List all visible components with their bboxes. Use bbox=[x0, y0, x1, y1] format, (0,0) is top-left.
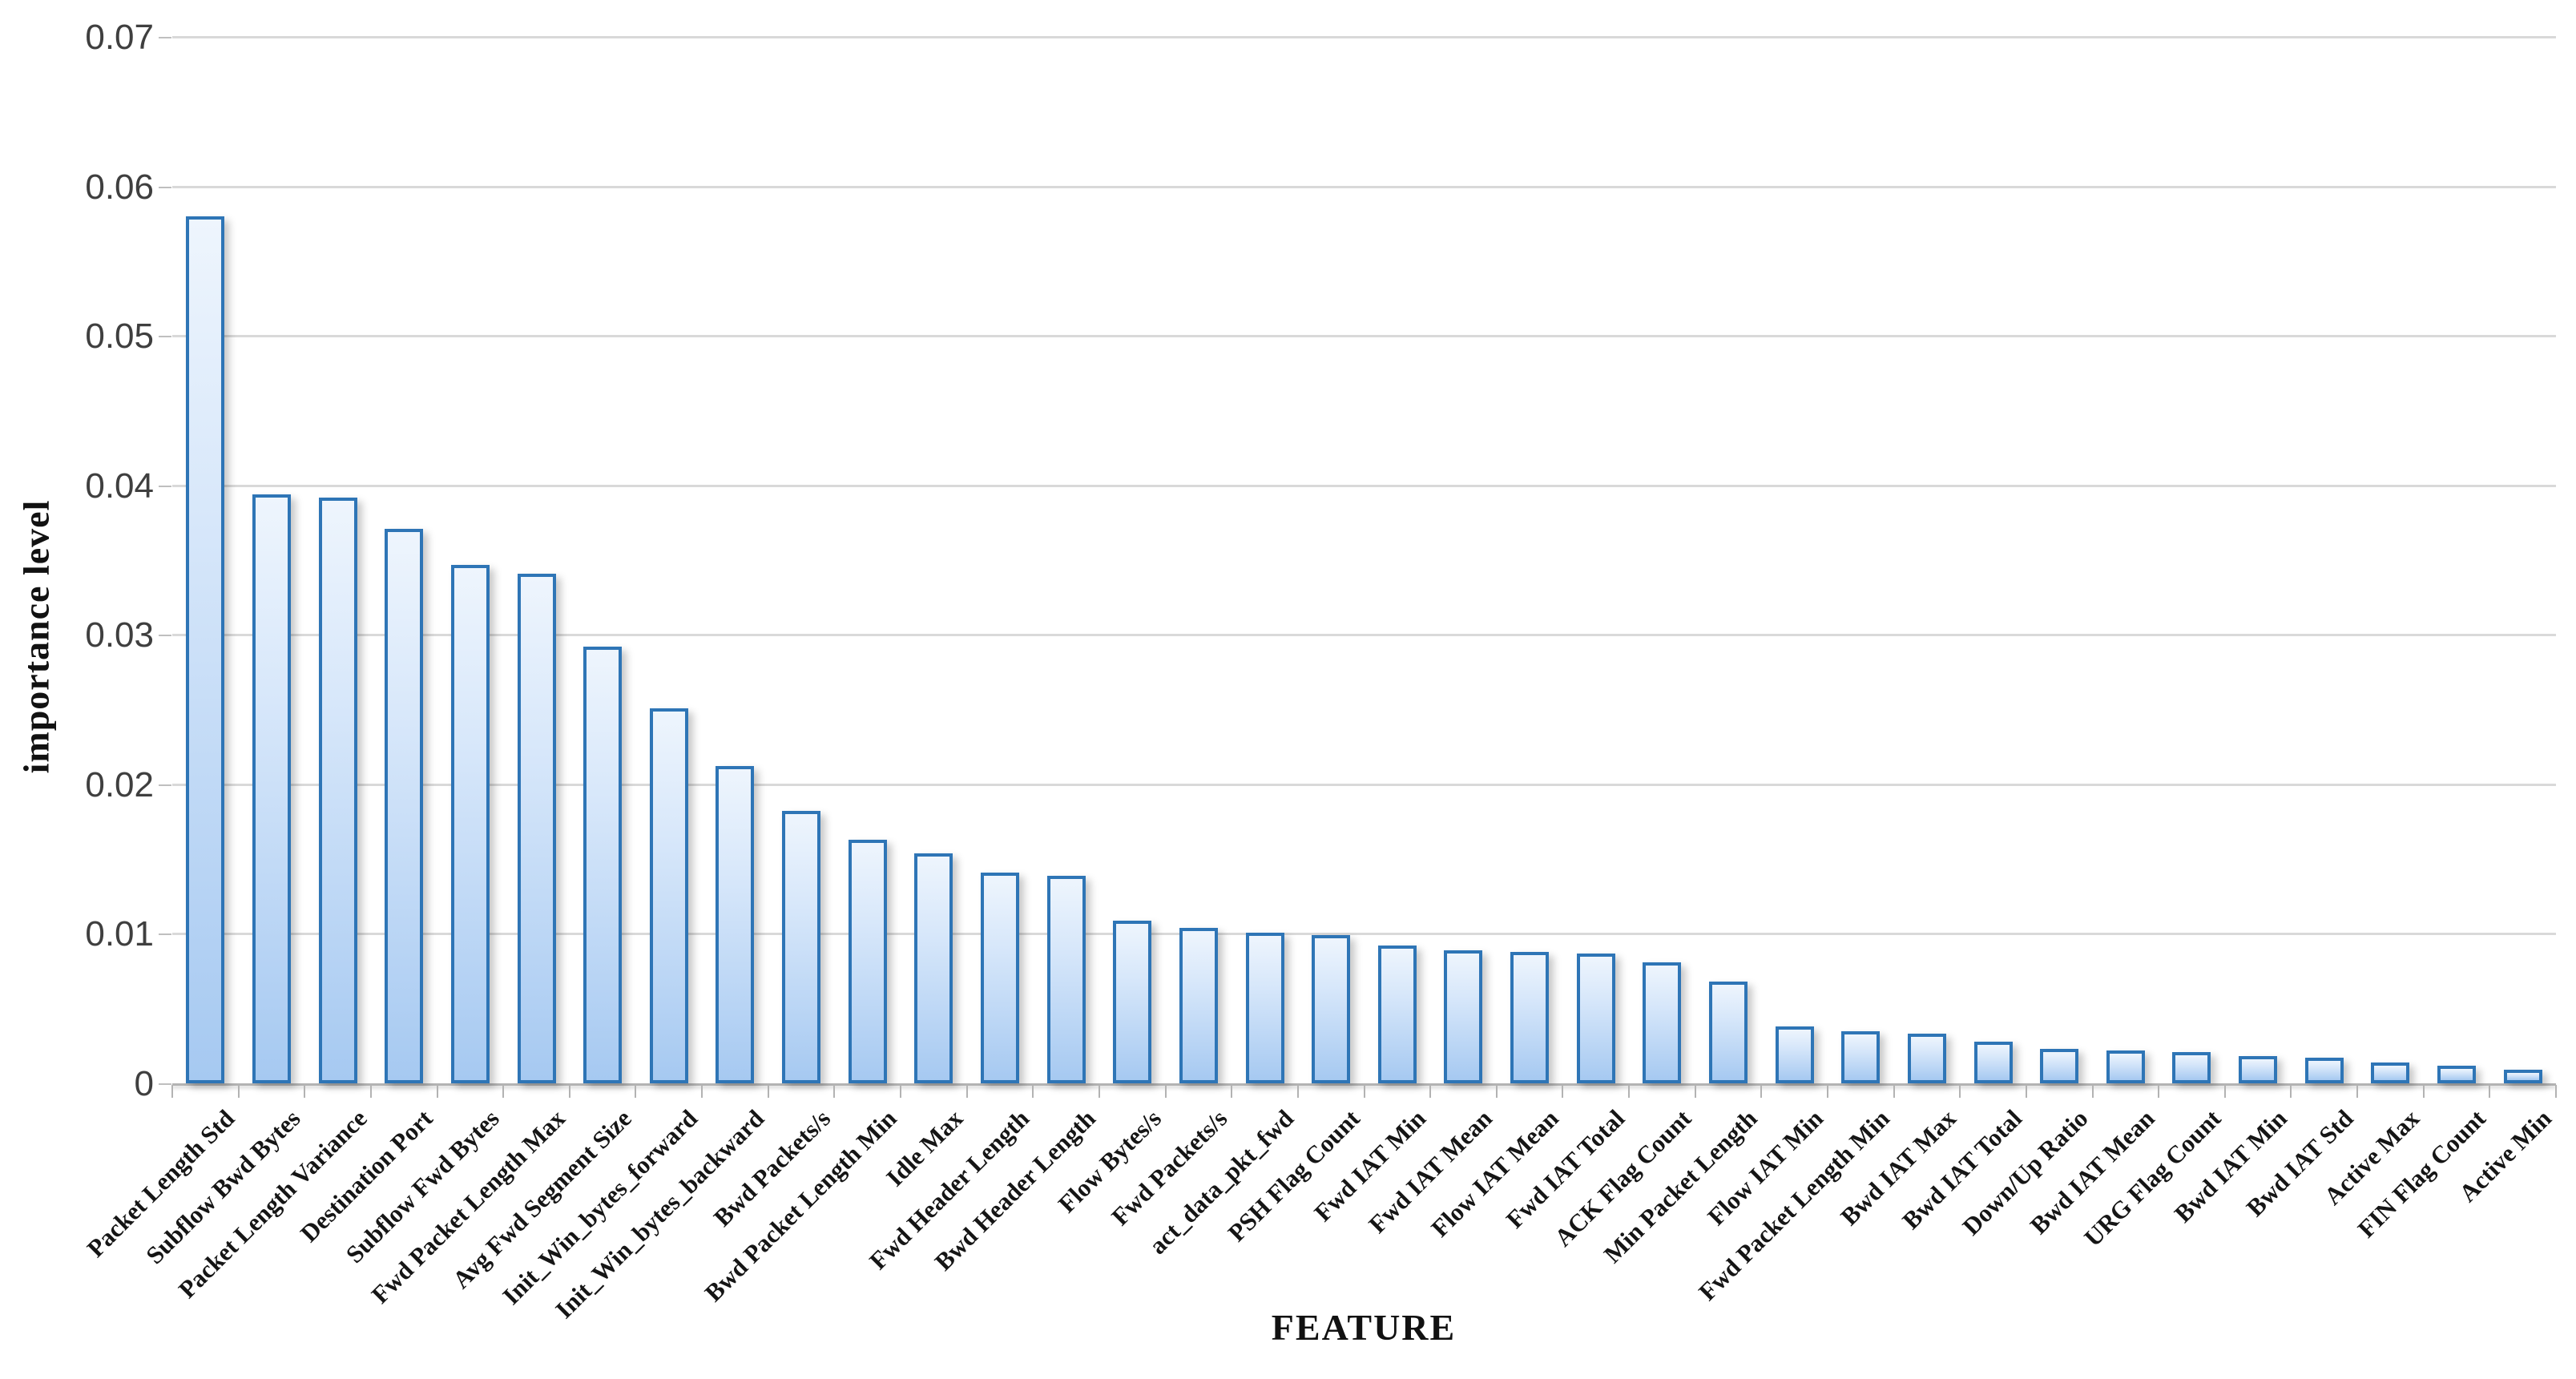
x-axis-tick-mark bbox=[1231, 1085, 1233, 1098]
bar-bwd-iat-total bbox=[1973, 1041, 2013, 1083]
bar-ack-flag-count bbox=[1643, 962, 1682, 1083]
x-axis-tick-mark bbox=[1826, 1085, 1828, 1098]
gridline bbox=[172, 335, 2556, 338]
gridline bbox=[172, 484, 2556, 487]
bar-subflow-bwd-bytes bbox=[252, 494, 291, 1083]
x-axis-tick-mark bbox=[568, 1085, 570, 1098]
x-axis-tick-mark bbox=[2091, 1085, 2094, 1098]
x-axis-tick-mark bbox=[2025, 1085, 2027, 1098]
y-axis-tick-label: 0 bbox=[134, 1064, 154, 1103]
bar-avg-fwd-segment-size bbox=[583, 647, 623, 1083]
x-axis-tick-mark bbox=[1959, 1085, 1961, 1098]
x-axis-tick-mark bbox=[502, 1085, 505, 1098]
y-axis-tick-label: 0.02 bbox=[85, 764, 154, 804]
gridline bbox=[172, 634, 2556, 637]
x-axis-tick-mark bbox=[2356, 1085, 2359, 1098]
x-axis-tick-mark bbox=[1628, 1085, 1631, 1098]
bar-subflow-fwd-bytes bbox=[450, 564, 490, 1083]
x-axis-tick-mark bbox=[1495, 1085, 1498, 1098]
bar-flow-bytes-s bbox=[1113, 920, 1152, 1083]
x-axis-tick-mark bbox=[2422, 1085, 2425, 1098]
y-axis-tick-mark bbox=[159, 1083, 171, 1085]
y-axis-tick-mark bbox=[159, 37, 171, 38]
x-axis-tick-mark bbox=[1562, 1085, 1564, 1098]
bar-min-packet-length bbox=[1709, 982, 1748, 1083]
y-axis-tick-mark bbox=[159, 186, 171, 188]
x-axis-tick-mark bbox=[900, 1085, 902, 1098]
y-axis-tick-mark bbox=[159, 485, 171, 487]
bar-fwd-iat-mean bbox=[1444, 950, 1483, 1083]
x-axis-tick-mark bbox=[436, 1085, 438, 1098]
y-axis-tick-label: 0.01 bbox=[85, 914, 154, 954]
y-axis-tick-mark bbox=[159, 784, 171, 786]
bar-fwd-packet-length-min bbox=[1841, 1030, 1881, 1083]
x-axis-tick-mark bbox=[2290, 1085, 2292, 1098]
x-axis-tick-mark bbox=[2555, 1085, 2557, 1098]
gridline bbox=[172, 185, 2556, 188]
x-axis-tick-mark bbox=[701, 1085, 703, 1098]
x-axis-tick-mark bbox=[965, 1085, 968, 1098]
bar-bwd-iat-min bbox=[2239, 1056, 2278, 1083]
y-axis-tick-label: 0.05 bbox=[85, 317, 154, 357]
bar-flow-iat-mean bbox=[1510, 951, 1550, 1083]
bar-idle-max bbox=[914, 853, 953, 1083]
y-axis-tick-label: 0.06 bbox=[85, 167, 154, 207]
x-axis-tick-mark bbox=[635, 1085, 637, 1098]
bar-fwd-packets-s bbox=[1179, 927, 1218, 1083]
bar-bwd-iat-std bbox=[2304, 1058, 2344, 1083]
x-axis-tick-mark bbox=[369, 1085, 372, 1098]
y-axis-tick-label: 0.04 bbox=[85, 466, 154, 506]
bar-urg-flag-count bbox=[2172, 1051, 2211, 1083]
x-axis-tick-mark bbox=[1098, 1085, 1100, 1098]
bar-init-win-bytes-forward bbox=[649, 708, 688, 1083]
x-axis-line bbox=[172, 1083, 2556, 1086]
x-axis-tick-mark bbox=[304, 1085, 306, 1098]
bar-act-data-pkt-fwd bbox=[1245, 932, 1284, 1083]
bar-fwd-iat-min bbox=[1377, 946, 1417, 1083]
bar-destination-port bbox=[385, 528, 424, 1083]
x-axis-tick-mark bbox=[1694, 1085, 1696, 1098]
bar-bwd-packet-length-min bbox=[848, 839, 887, 1083]
x-axis-tick-mark bbox=[833, 1085, 836, 1098]
bar-fwd-header-length bbox=[980, 872, 1019, 1083]
bar-fin-flag-count bbox=[2437, 1065, 2477, 1083]
y-axis-tick-mark bbox=[159, 336, 171, 338]
bar-down-up-ratio bbox=[2040, 1049, 2079, 1083]
x-axis-tick-mark bbox=[1893, 1085, 1895, 1098]
x-axis-tick-mark bbox=[2489, 1085, 2491, 1098]
bar-active-max bbox=[2371, 1062, 2410, 1083]
x-axis-title: FEATURE bbox=[1271, 1307, 1457, 1348]
y-axis-tick-label: 0.07 bbox=[85, 18, 154, 57]
gridline bbox=[172, 933, 2556, 936]
x-axis-tick-mark bbox=[767, 1085, 769, 1098]
bar-fwd-packet-length-max bbox=[517, 573, 556, 1083]
gridline bbox=[172, 36, 2556, 38]
bar-bwd-iat-max bbox=[1907, 1034, 1946, 1083]
x-axis-tick-mark bbox=[171, 1085, 173, 1098]
gridline bbox=[172, 783, 2556, 786]
y-axis-tick-mark bbox=[159, 933, 171, 936]
x-axis-tick-mark bbox=[1760, 1085, 1763, 1098]
x-axis-tick-mark bbox=[1429, 1085, 1432, 1098]
bar-bwd-packets-s bbox=[782, 811, 821, 1083]
y-axis-tick-mark bbox=[159, 635, 171, 637]
x-axis-tick-mark bbox=[1164, 1085, 1167, 1098]
bar-fwd-iat-total bbox=[1576, 953, 1615, 1083]
bar-flow-iat-min bbox=[1775, 1026, 1814, 1083]
bar-bwd-header-length bbox=[1046, 875, 1086, 1083]
x-axis-tick-mark bbox=[1363, 1085, 1365, 1098]
x-axis-tick-mark bbox=[1296, 1085, 1299, 1098]
bar-packet-length-variance bbox=[318, 497, 357, 1083]
bar-init-win-bytes-backward bbox=[716, 766, 755, 1083]
bar-active-min bbox=[2503, 1070, 2542, 1083]
bar-psh-flag-count bbox=[1312, 935, 1351, 1083]
x-axis-tick-mark bbox=[237, 1085, 240, 1098]
x-axis-tick-mark bbox=[2223, 1085, 2226, 1098]
bar-bwd-iat-mean bbox=[2106, 1050, 2145, 1083]
bar-packet-length-std bbox=[186, 216, 225, 1083]
x-axis-tick-mark bbox=[2158, 1085, 2160, 1098]
y-axis-tick-label: 0.03 bbox=[85, 615, 154, 655]
x-axis-tick-mark bbox=[1032, 1085, 1034, 1098]
